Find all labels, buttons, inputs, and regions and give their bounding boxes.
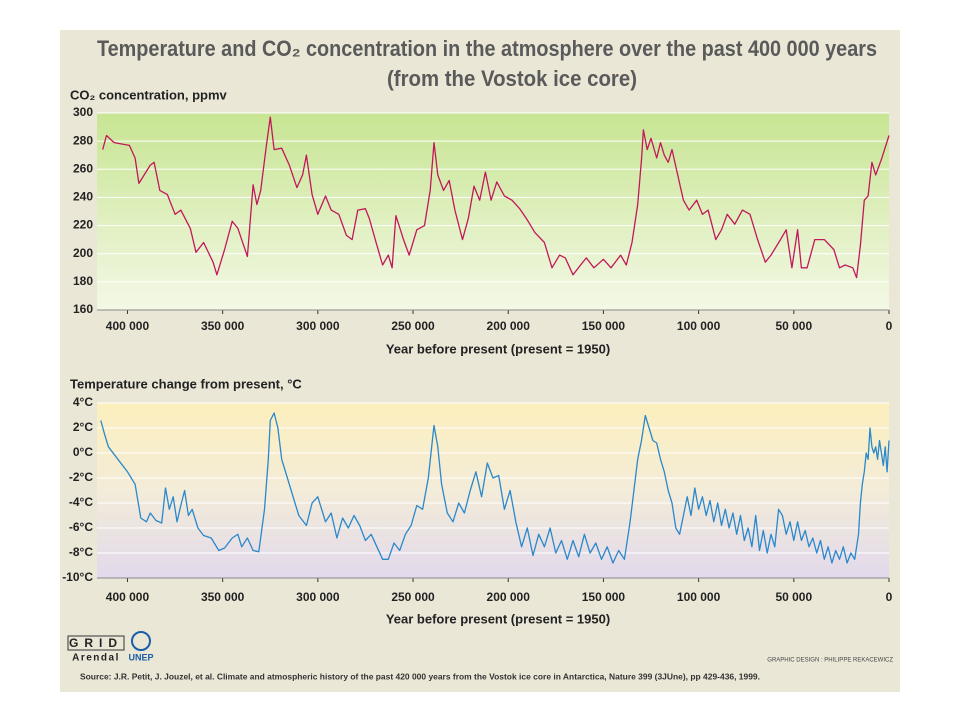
x-tick-label: 0 bbox=[886, 590, 893, 604]
title-line: (from the Vostok ice core) bbox=[387, 66, 637, 91]
x-tick-label: 200 000 bbox=[487, 319, 531, 333]
y-tick-label: -8°C bbox=[69, 545, 93, 559]
y-tick-label: 180 bbox=[73, 274, 93, 288]
unep-emblem bbox=[131, 631, 151, 651]
logo-box bbox=[67, 635, 125, 651]
y-tick-label: 2°C bbox=[73, 420, 93, 434]
x-tick-label: 350 000 bbox=[201, 319, 245, 333]
y-tick-label: 200 bbox=[73, 246, 93, 260]
y-tick-label: -10°C bbox=[62, 570, 93, 584]
y-tick-label: 0°C bbox=[73, 445, 93, 459]
y-tick-label: -4°C bbox=[69, 495, 93, 509]
y-axis-label: CO₂ concentration, ppmv bbox=[70, 87, 228, 102]
x-tick-label: 100 000 bbox=[677, 590, 721, 604]
grid-logo: GRID Arendal UNEP bbox=[67, 631, 154, 664]
y-tick-label: 160 bbox=[73, 302, 93, 316]
y-tick-label: -6°C bbox=[69, 520, 93, 534]
x-tick-label: 50 000 bbox=[775, 319, 812, 333]
y-tick-label: 300 bbox=[73, 105, 93, 119]
x-tick-label: 350 000 bbox=[201, 590, 245, 604]
logo-text: UNEP bbox=[128, 652, 153, 662]
x-tick-label: 200 000 bbox=[487, 590, 531, 604]
x-axis-label: Year before present (present = 1950) bbox=[386, 611, 610, 626]
plot-background bbox=[97, 113, 889, 310]
x-tick-label: 400 000 bbox=[106, 319, 150, 333]
y-tick-label: 220 bbox=[73, 218, 93, 232]
logo-text: GRID bbox=[69, 636, 123, 650]
logo-text: Arendal bbox=[72, 653, 120, 664]
x-tick-label: 250 000 bbox=[391, 590, 435, 604]
x-tick-label: 250 000 bbox=[391, 319, 435, 333]
y-axis-label: Temperature change from present, °C bbox=[70, 376, 302, 391]
data-line bbox=[102, 116, 890, 279]
x-tick-label: 150 000 bbox=[582, 590, 626, 604]
y-tick-label: 240 bbox=[73, 190, 93, 204]
x-tick-label: 150 000 bbox=[582, 319, 626, 333]
x-tick-label: 300 000 bbox=[296, 590, 340, 604]
credit: GRAPHIC DESIGN : PHILIPPE REKACEWICZ bbox=[767, 658, 893, 664]
x-tick-label: 400 000 bbox=[106, 590, 150, 604]
x-tick-label: 300 000 bbox=[296, 319, 340, 333]
x-axis-label: Year before present (present = 1950) bbox=[386, 341, 610, 356]
y-tick-label: -2°C bbox=[69, 470, 93, 484]
x-tick-label: 50 000 bbox=[775, 590, 812, 604]
plot-background bbox=[97, 403, 889, 578]
y-tick-label: 280 bbox=[73, 133, 93, 147]
x-tick-label: 100 000 bbox=[677, 319, 721, 333]
x-tick-label: 0 bbox=[886, 319, 893, 333]
source: Source: J.R. Petit, J. Jouzel, et al. Cl… bbox=[80, 671, 760, 681]
y-tick-label: 4°C bbox=[73, 395, 93, 409]
y-tick-label: 260 bbox=[73, 161, 93, 175]
data-line bbox=[100, 412, 890, 564]
title-line: Temperature and CO₂ concentration in the… bbox=[97, 36, 877, 61]
